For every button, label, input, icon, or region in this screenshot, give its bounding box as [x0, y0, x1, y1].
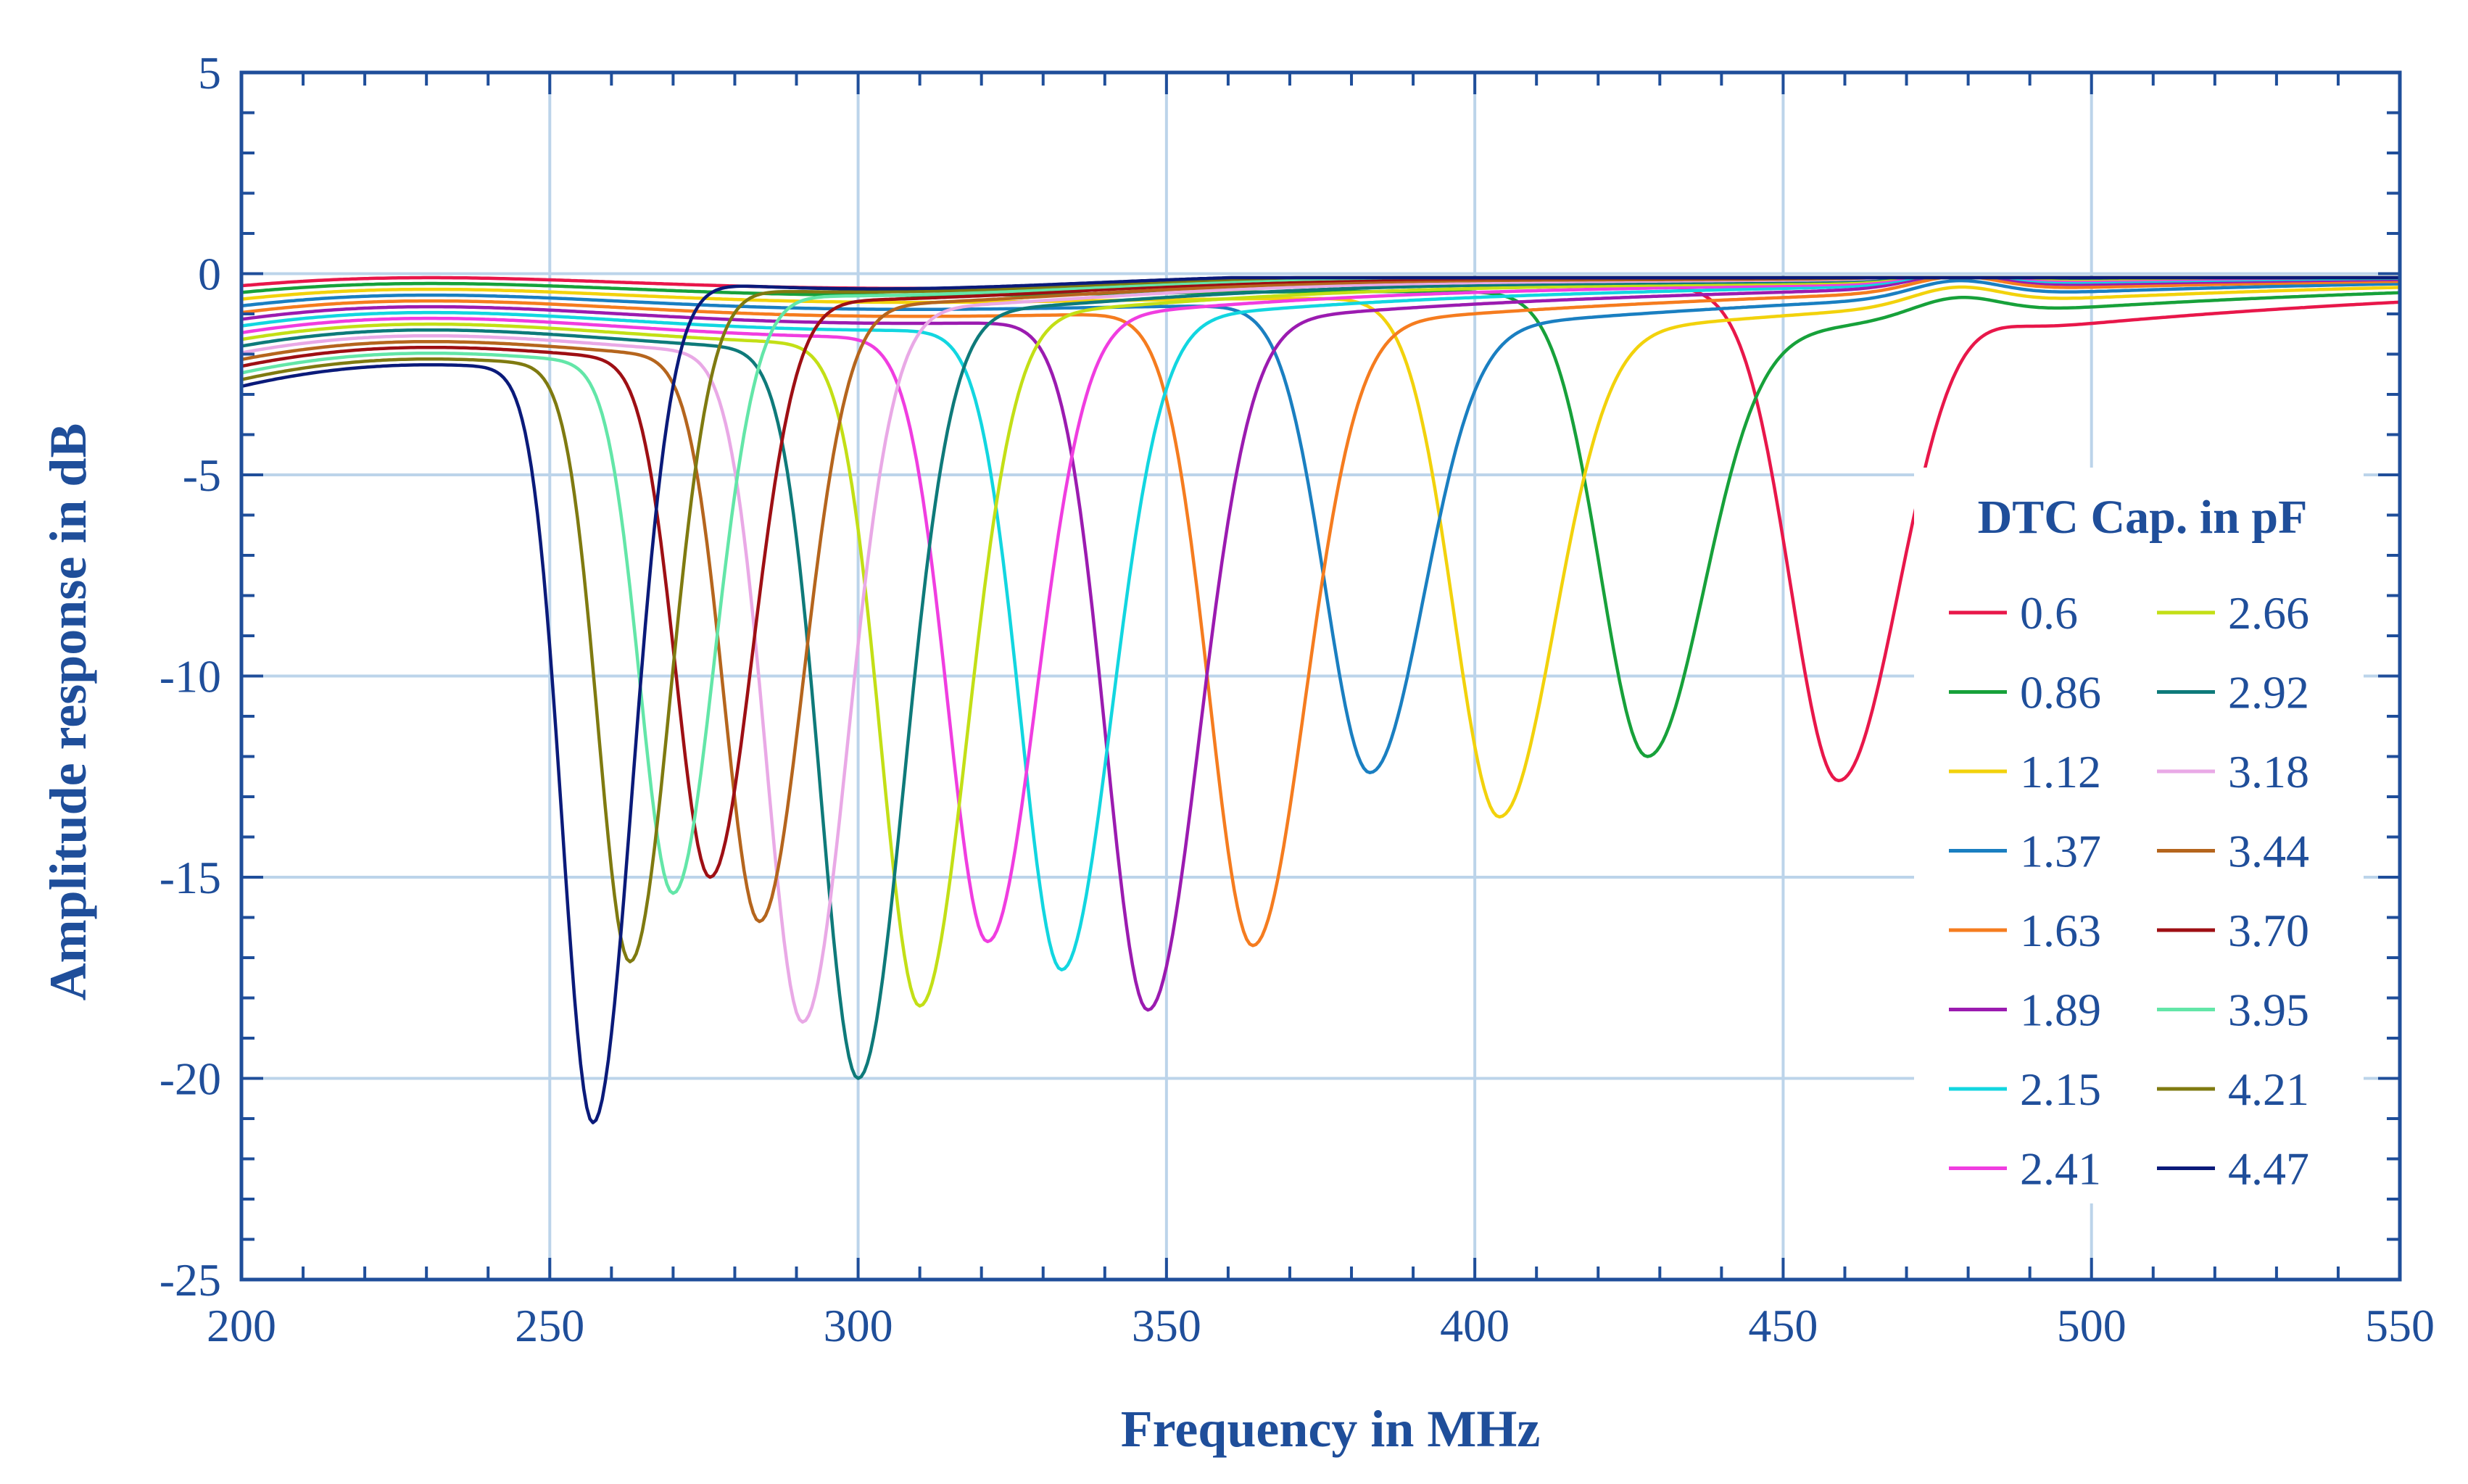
y-tick-label: -15	[160, 852, 221, 903]
series-line-0-86	[241, 281, 2401, 758]
legend-label: 1.89	[2020, 985, 2101, 1036]
legend-label: 4.47	[2228, 1143, 2309, 1195]
y-tick-label: -25	[160, 1254, 221, 1306]
legend-label: 1.12	[2020, 746, 2101, 797]
x-tick-label: 500	[2057, 1300, 2127, 1351]
x-tick-label: 300	[824, 1300, 893, 1351]
legend-items: 0.6 0.86 1.12 1.37 1.63 1.89 2.15 2.41 2.66 2.92 3…	[1949, 587, 2309, 1195]
series-line-1-37	[241, 278, 2401, 774]
series-line-1-89	[241, 275, 2400, 1012]
legend-label: 3.70	[2228, 905, 2309, 956]
legend-label: 0.6	[2020, 587, 2078, 639]
y-tick-label: -10	[160, 651, 221, 702]
series-curves	[241, 275, 2401, 1124]
legend-label: 2.15	[2020, 1064, 2101, 1115]
y-tick-label: -5	[183, 449, 221, 501]
x-tick-label: 350	[1132, 1300, 1201, 1351]
y-tick-label: 5	[198, 47, 221, 99]
legend-background	[1914, 468, 2364, 1203]
legend-title: DTC Cap. in pF	[1978, 491, 2308, 544]
legend: DTC Cap. in pF 0.6 0.86 1.12 1.37 1.63 1.89 2.…	[1914, 468, 2364, 1203]
x-tick-labels: 200 250 300 350 400 450 500 550	[207, 1300, 2435, 1351]
legend-label: 3.95	[2228, 985, 2309, 1036]
x-tick-label: 250	[515, 1300, 584, 1351]
legend-label: 3.44	[2228, 826, 2309, 877]
series-line-4-47	[241, 275, 2400, 1124]
x-tick-label: 200	[207, 1300, 276, 1351]
y-axis-title: Amplitude response in dB	[39, 423, 97, 1001]
x-tick-label: 450	[1748, 1300, 1818, 1351]
x-axis-title: Frequency in MHz	[1121, 1400, 1541, 1458]
legend-label: 1.37	[2020, 826, 2101, 877]
y-tick-label: 0	[198, 249, 221, 300]
legend-label: 2.41	[2020, 1143, 2101, 1195]
axis-ticks	[240, 71, 2401, 1281]
y-tick-label: -20	[160, 1053, 221, 1105]
legend-label: 2.66	[2228, 587, 2309, 639]
x-tick-label: 550	[2365, 1300, 2435, 1351]
legend-label: 4.21	[2228, 1064, 2309, 1115]
x-tick-label: 400	[1440, 1300, 1510, 1351]
legend-label: 2.92	[2228, 667, 2309, 718]
y-tick-labels: 5 0 -5 -10 -15 -20 -25	[160, 47, 221, 1306]
legend-label: 1.63	[2020, 905, 2101, 956]
legend-label: 0.86	[2020, 667, 2101, 718]
series-line-1-63	[241, 275, 2401, 948]
legend-label: 3.18	[2228, 746, 2309, 797]
